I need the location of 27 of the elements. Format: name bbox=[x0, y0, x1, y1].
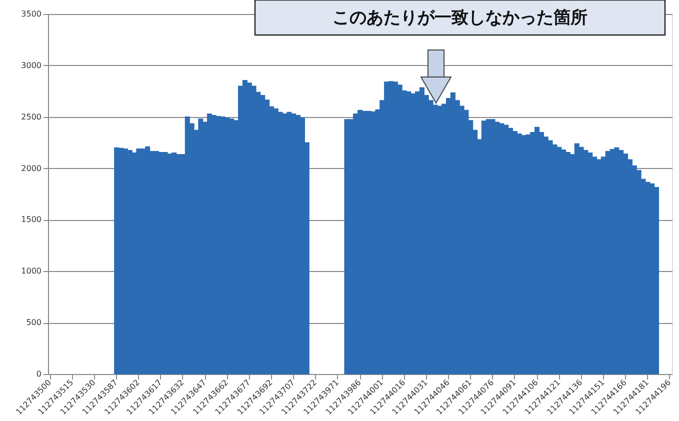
bar bbox=[224, 118, 230, 374]
bar bbox=[578, 146, 584, 374]
y-tick-label: 1500 bbox=[21, 215, 42, 224]
y-tick-label: 1000 bbox=[21, 266, 42, 276]
y-tick-label: 3500 bbox=[21, 10, 42, 18]
bar bbox=[370, 111, 376, 374]
y-tick-label: 2000 bbox=[21, 164, 42, 173]
bar bbox=[357, 110, 363, 374]
bar bbox=[565, 152, 571, 374]
bar bbox=[596, 159, 602, 374]
y-tick-label: 3000 bbox=[21, 60, 42, 70]
y-tick-label: 2500 bbox=[21, 112, 42, 122]
y-tick-label: 500 bbox=[26, 318, 42, 328]
bar bbox=[481, 120, 486, 374]
bar bbox=[282, 113, 288, 374]
annotation: このあたりが一致しなかった箇所 bbox=[332, 8, 588, 28]
bar bbox=[154, 151, 159, 374]
bar bbox=[114, 147, 120, 374]
bar bbox=[521, 135, 526, 374]
bar bbox=[162, 152, 168, 374]
bar bbox=[610, 148, 615, 374]
y-tick-label: 0 bbox=[36, 370, 42, 378]
bar bbox=[127, 150, 132, 374]
bar bbox=[490, 119, 496, 374]
bar bbox=[552, 144, 558, 374]
bar bbox=[136, 148, 142, 374]
bar bbox=[344, 119, 350, 374]
